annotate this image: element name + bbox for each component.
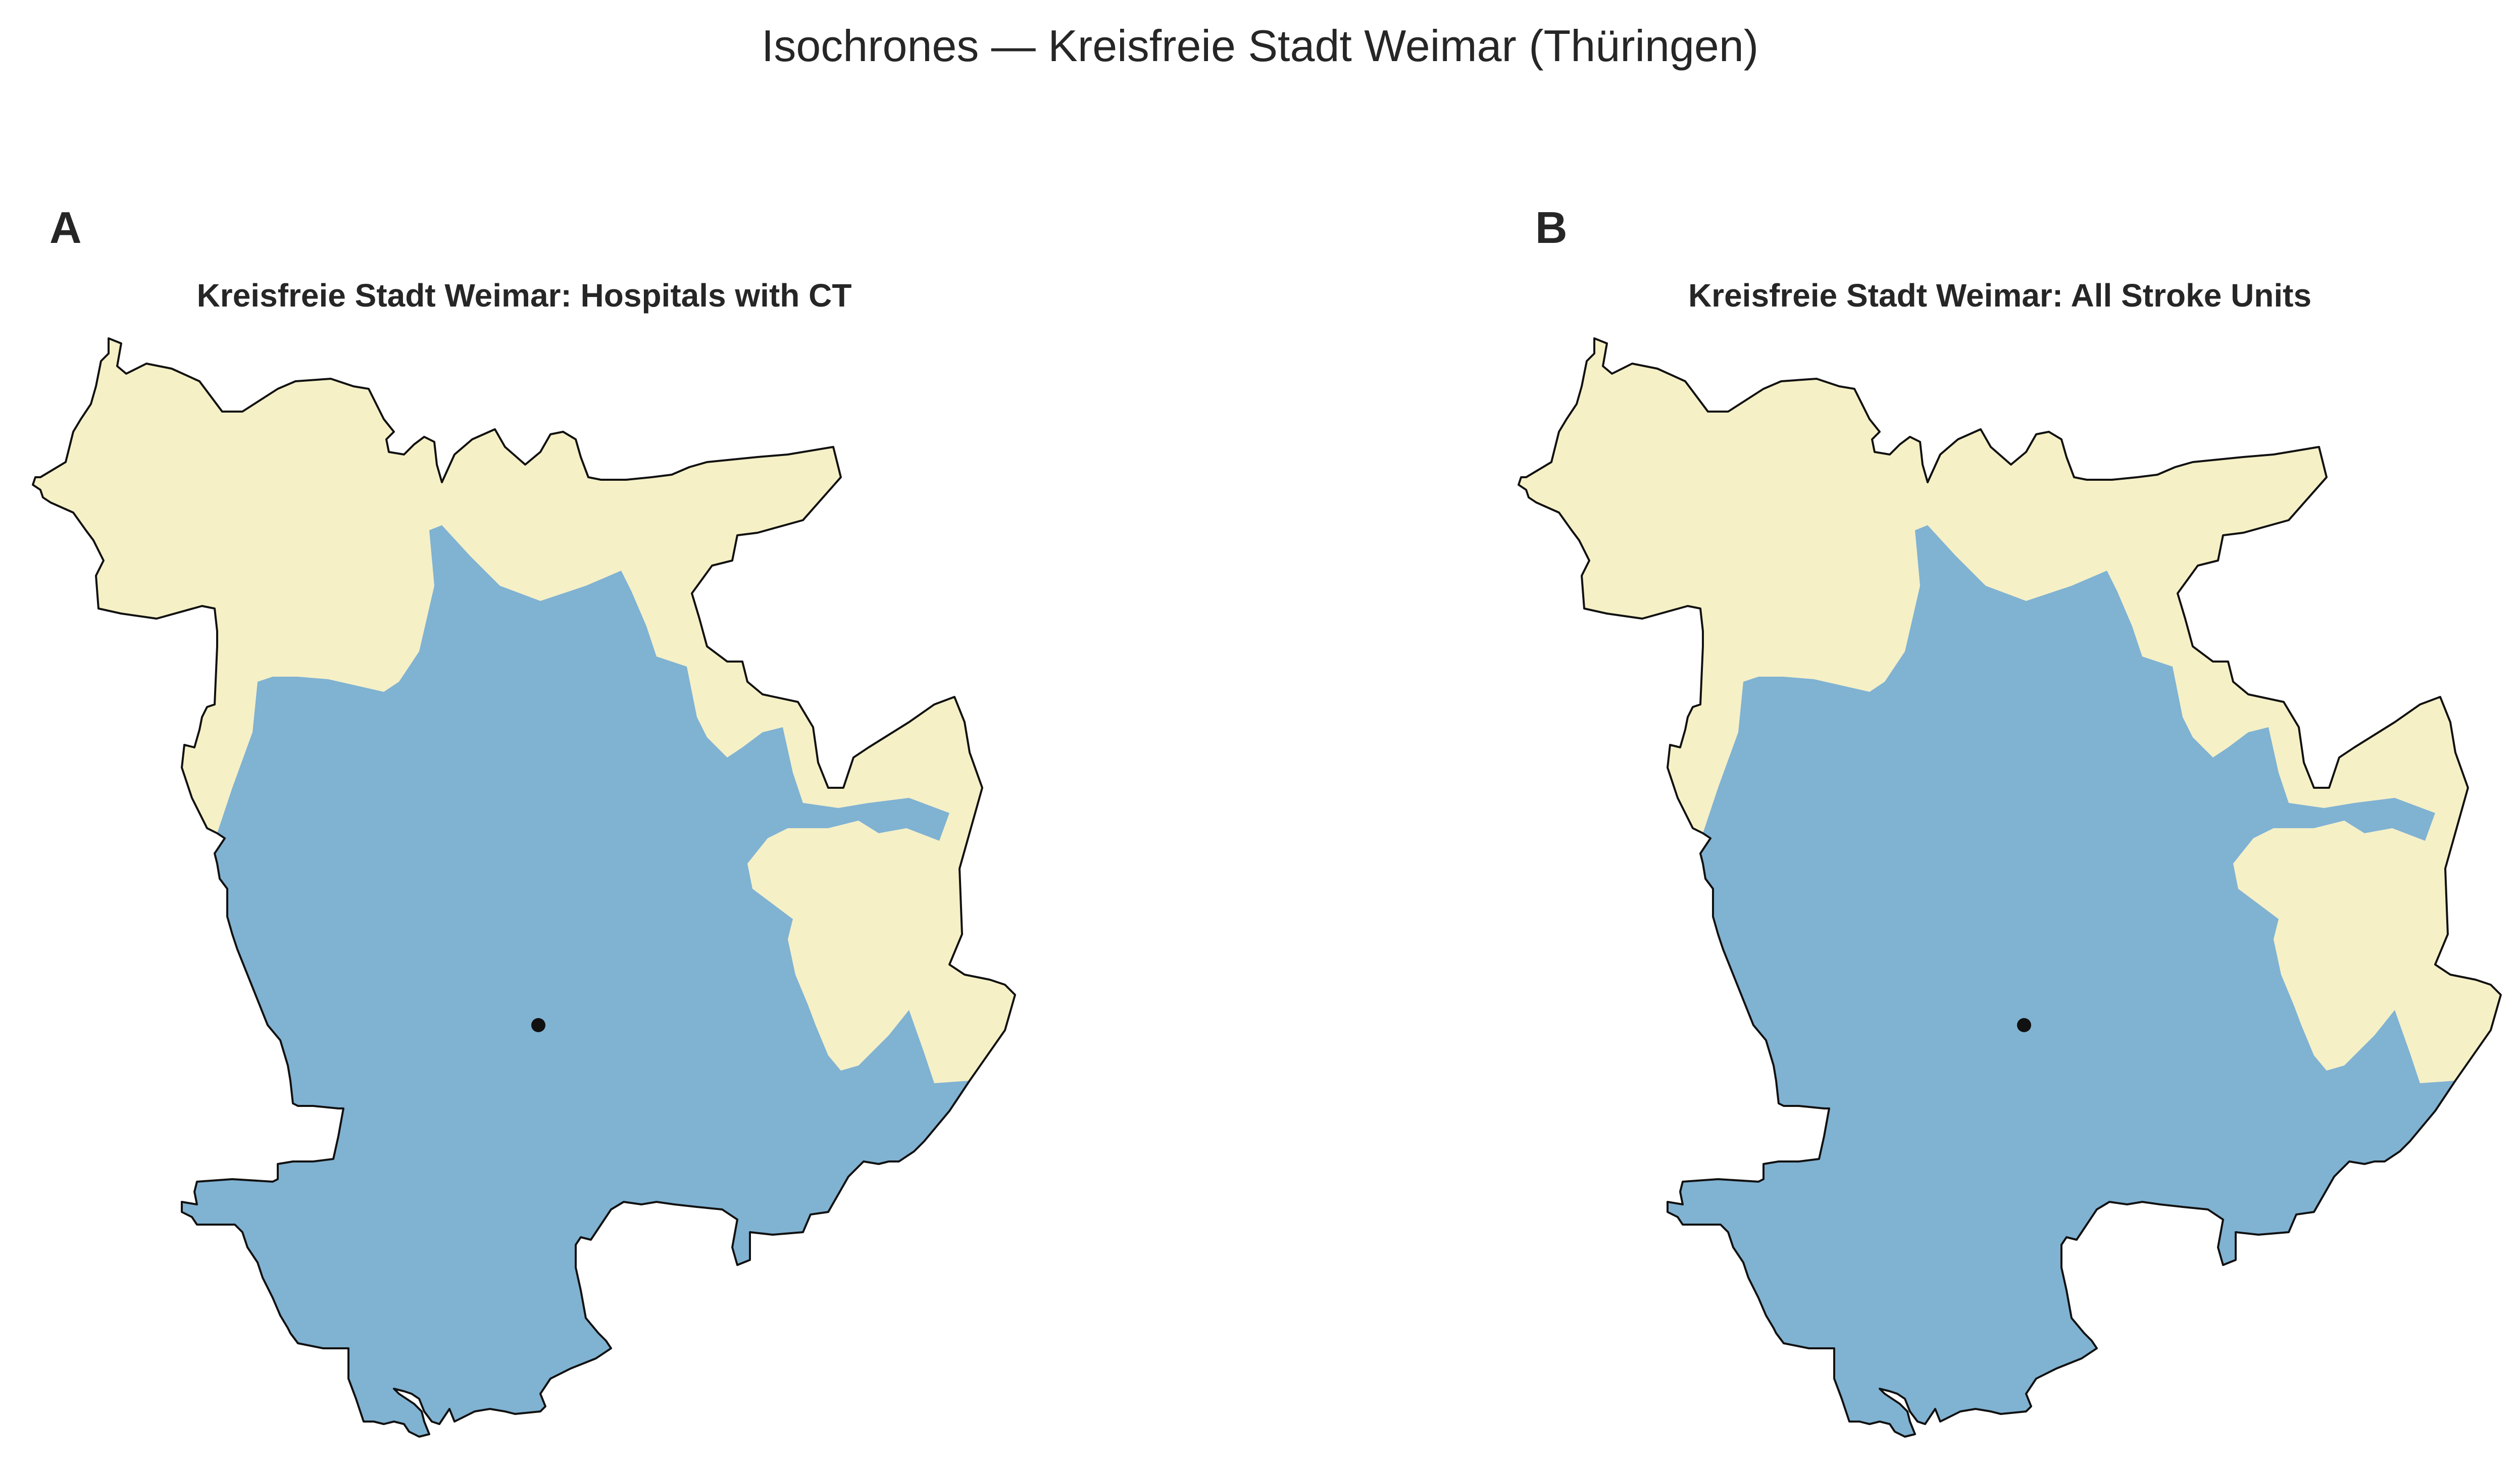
- panel-a-title: Kreisfreie Stadt Weimar: Hospitals with …: [196, 277, 852, 314]
- panel-b-title: Kreisfreie Stadt Weimar: All Stroke Unit…: [1688, 277, 2312, 314]
- panel-b-letter: B: [1535, 203, 1568, 252]
- panel-a-letter: A: [49, 203, 82, 252]
- district-boundary: [32, 337, 1016, 1438]
- panel-b-map-group: [1518, 337, 2502, 1438]
- outside-isochrone-area: [1519, 338, 2501, 1083]
- within-isochrone-area: [1668, 525, 2455, 1437]
- panel-a-map-group: [32, 337, 1016, 1438]
- city-center-marker: [2017, 1018, 2031, 1032]
- district-boundary: [1518, 337, 2502, 1438]
- city-center-marker: [531, 1018, 545, 1032]
- figure-title: Isochrones — Kreisfreie Stadt Weimar (Th…: [761, 21, 1759, 71]
- within-isochrone-area: [182, 525, 970, 1437]
- outside-isochrone-area: [33, 338, 1015, 1083]
